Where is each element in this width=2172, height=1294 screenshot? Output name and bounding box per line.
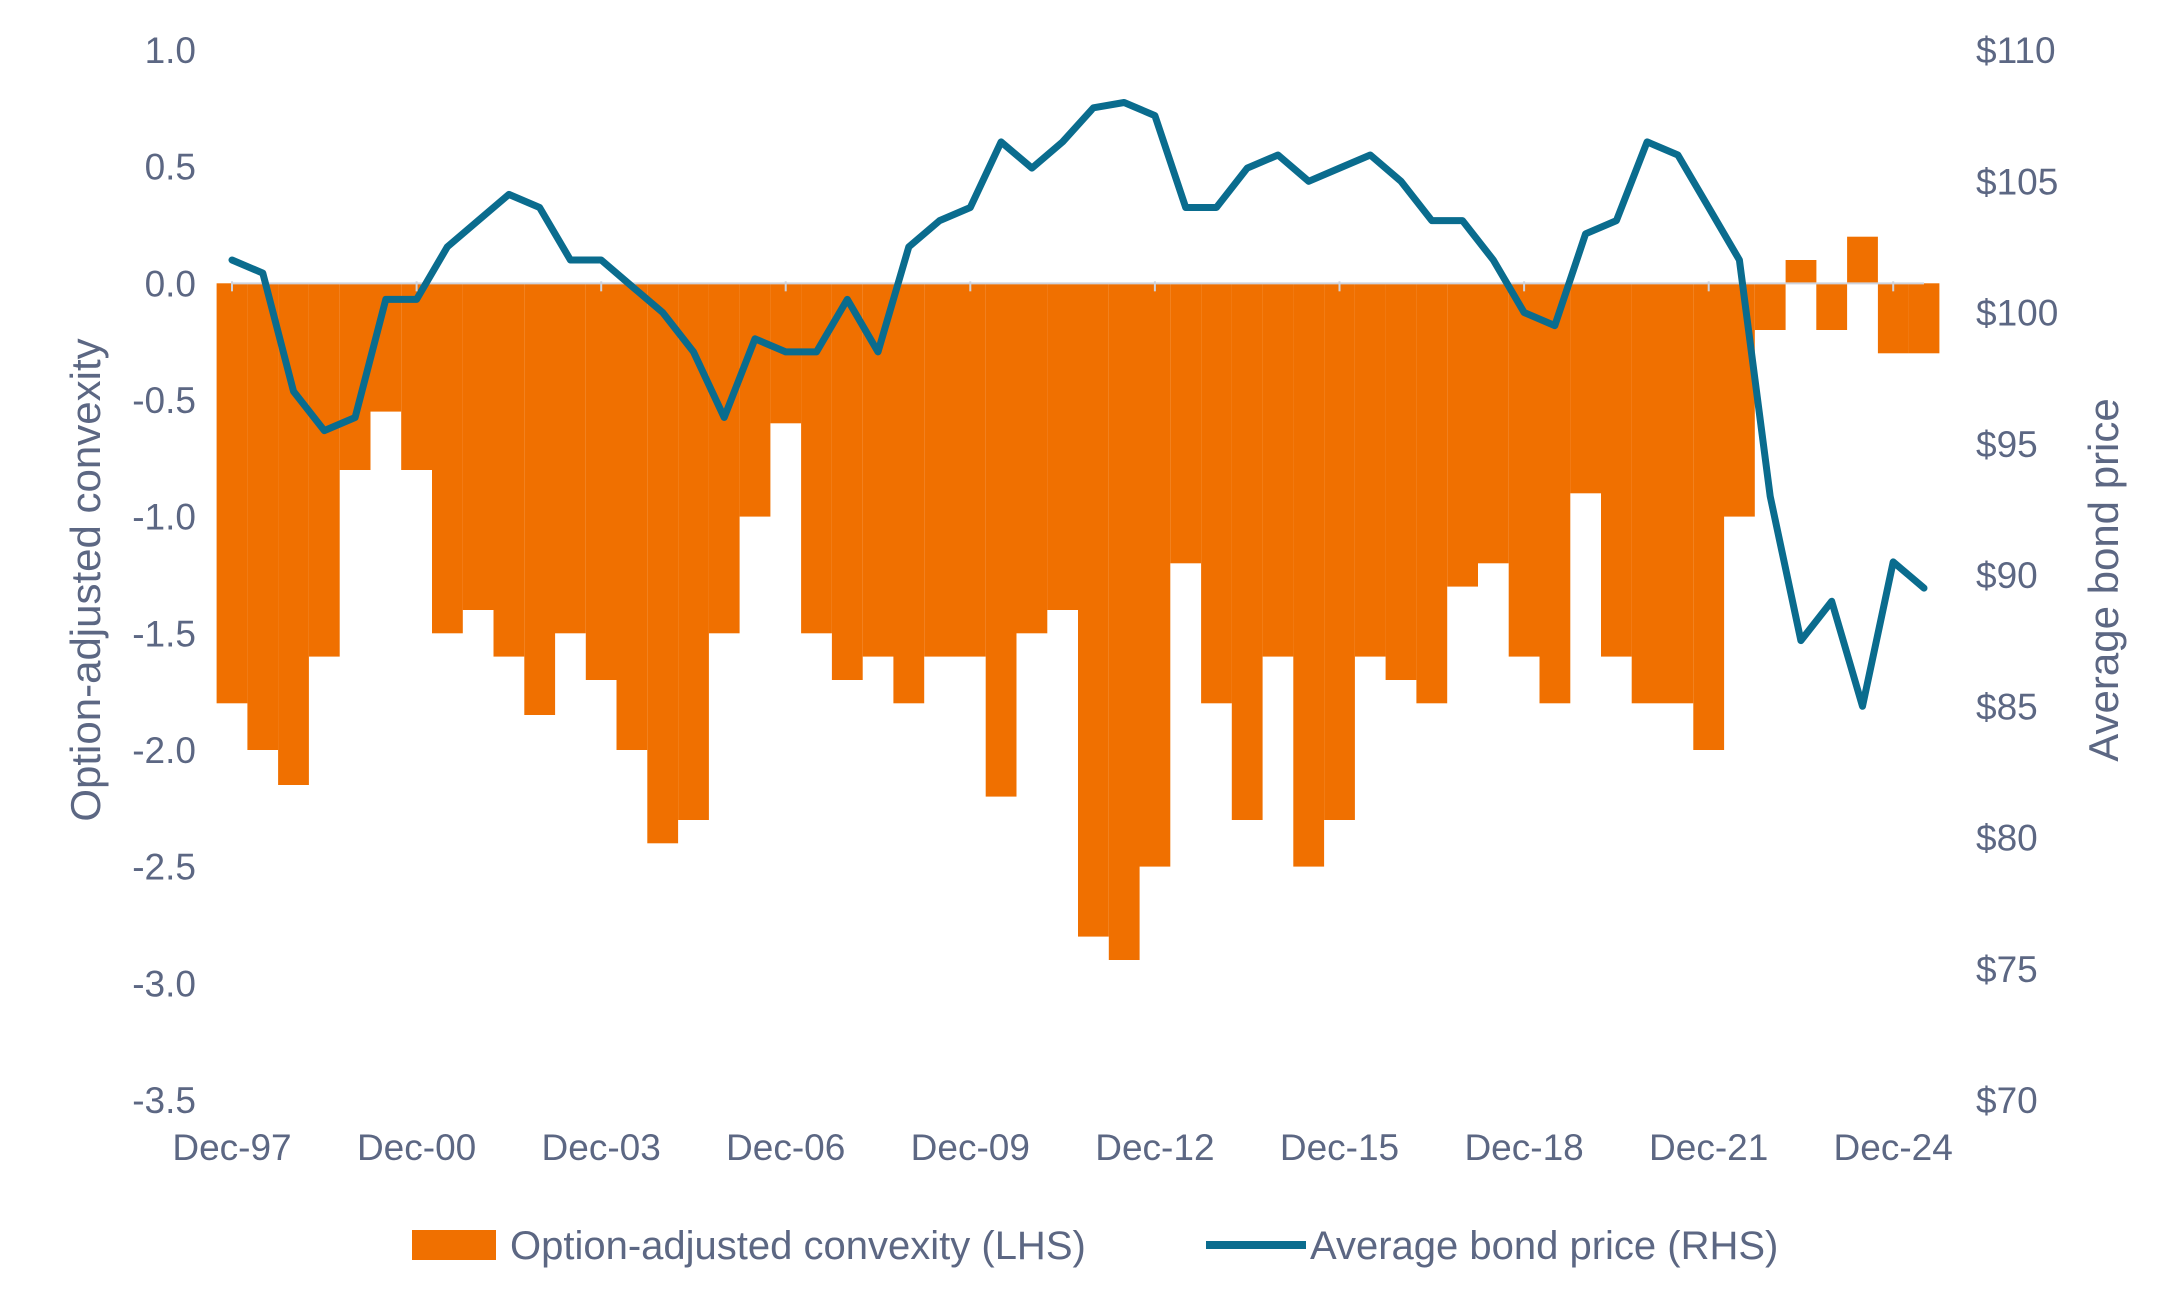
convexity-point: [893, 283, 925, 704]
bond-price-series: [228, 99, 1928, 710]
convexity-point: [985, 283, 1017, 797]
left-tick-label: -2.5: [132, 847, 196, 888]
right-tick-label: $70: [1976, 1080, 2038, 1121]
convexity-point: [801, 283, 832, 634]
legend: Option-adjusted convexity (LHS) Average …: [412, 1224, 1778, 1268]
left-axis-title: Option-adjusted convexity: [62, 338, 109, 821]
convexity-point: [555, 283, 586, 634]
convexity-point: [924, 283, 955, 657]
left-tick-label: 0.5: [145, 147, 196, 188]
right-tick-label: $110: [1976, 30, 2056, 71]
convexity-point: [1047, 283, 1078, 610]
convexity-point: [1078, 283, 1109, 937]
x-tick-label: Dec-18: [1464, 1127, 1583, 1168]
convexity-point: [1262, 283, 1294, 657]
x-tick-label: Dec-24: [1834, 1127, 1953, 1168]
convexity-point: [1570, 283, 1601, 494]
convexity-point: [247, 283, 279, 750]
right-tick-label: $100: [1976, 293, 2058, 334]
convexity-point: [1293, 283, 1325, 867]
convexity-point: [432, 283, 463, 634]
x-tick-label: Dec-21: [1649, 1127, 1768, 1168]
left-tick-label: -0.5: [132, 380, 196, 421]
convexity-point: [216, 283, 248, 704]
convexity-point: [1324, 283, 1355, 820]
convexity-point: [1170, 283, 1202, 564]
convexity-point: [1416, 283, 1448, 704]
x-tick-label: Dec-15: [1280, 1127, 1399, 1168]
convexity-point: [462, 283, 494, 610]
convexity-point: [1201, 283, 1232, 704]
convexity-point: [1877, 283, 1909, 354]
convexity-point: [278, 283, 309, 785]
convexity-point: [954, 283, 986, 657]
right-axis-ticks: $110 $105 $100 $95 $90 $85 $80 $75 $70: [1976, 30, 2058, 1121]
left-tick-label: -3.5: [132, 1080, 196, 1121]
convexity-point: [647, 283, 679, 844]
convexity-point: [493, 283, 525, 657]
convexity-point: [1754, 283, 1786, 330]
convexity-point: [1139, 283, 1171, 867]
left-tick-label: -1.0: [132, 497, 196, 538]
x-tick-label: Dec-09: [911, 1127, 1030, 1168]
x-tick-label: Dec-06: [726, 1127, 845, 1168]
convexity-point: [1693, 283, 1725, 750]
convexity-point: [585, 283, 617, 680]
convexity-area: [216, 236, 1940, 960]
convexity-point: [616, 283, 648, 750]
right-tick-label: $95: [1976, 424, 2038, 465]
convexity-point: [1631, 283, 1663, 704]
convexity-point: [831, 283, 863, 680]
right-tick-label: $90: [1976, 555, 2038, 596]
left-tick-label: -1.5: [132, 613, 196, 654]
right-axis-title: Average bond price: [2080, 398, 2127, 761]
convexity-point: [1016, 283, 1048, 634]
right-tick-label: $85: [1976, 686, 2038, 727]
convexity-point: [524, 283, 556, 715]
x-tick-label: Dec-12: [1095, 1127, 1214, 1168]
convexity-point: [1508, 283, 1540, 657]
convexity-point: [308, 283, 340, 657]
convexity-point: [1477, 283, 1509, 564]
right-tick-label: $105: [1976, 161, 2058, 202]
convexity-point: [1816, 283, 1848, 330]
convexity-point: [1108, 283, 1140, 960]
convexity-point: [1662, 283, 1694, 704]
legend-label-bond-price: Average bond price (RHS): [1310, 1224, 1778, 1268]
convexity-point: [1354, 283, 1386, 657]
x-tick-label: Dec-03: [542, 1127, 661, 1168]
left-tick-label: 1.0: [145, 30, 196, 71]
left-tick-label: -3.0: [132, 963, 196, 1004]
convexity-point: [708, 283, 740, 634]
convexity-point: [739, 283, 771, 517]
legend-swatch-convexity: [412, 1230, 496, 1260]
left-tick-label: -2.0: [132, 730, 196, 771]
left-tick-label: 0.0: [145, 263, 196, 304]
convexity-point: [1601, 283, 1632, 657]
convexity-point: [1447, 283, 1478, 587]
x-axis-ticks: Dec-97 Dec-00 Dec-03 Dec-06 Dec-09 Dec-12 Dec-…: [172, 281, 1953, 1168]
convexity-point: [1231, 283, 1263, 820]
convexity-point: [401, 283, 432, 470]
convexity-point: [1908, 283, 1940, 354]
legend-label-convexity: Option-adjusted convexity (LHS): [510, 1224, 1086, 1268]
x-tick-label: Dec-00: [357, 1127, 476, 1168]
left-axis-ticks: 1.0 0.5 0.0 -0.5 -1.0 -1.5 -2.0 -2.5 -3.0 -3.5: [132, 30, 196, 1121]
convexity-point: [1785, 260, 1817, 284]
convexity-point: [678, 283, 709, 820]
convexity-point: [1847, 236, 1878, 284]
convexity-point: [1539, 283, 1571, 704]
x-tick-label: Dec-97: [172, 1127, 291, 1168]
convexity-point: [1385, 283, 1417, 680]
right-tick-label: $75: [1976, 949, 2038, 990]
bond-price-line: [228, 99, 1928, 710]
right-tick-label: $80: [1976, 818, 2038, 859]
